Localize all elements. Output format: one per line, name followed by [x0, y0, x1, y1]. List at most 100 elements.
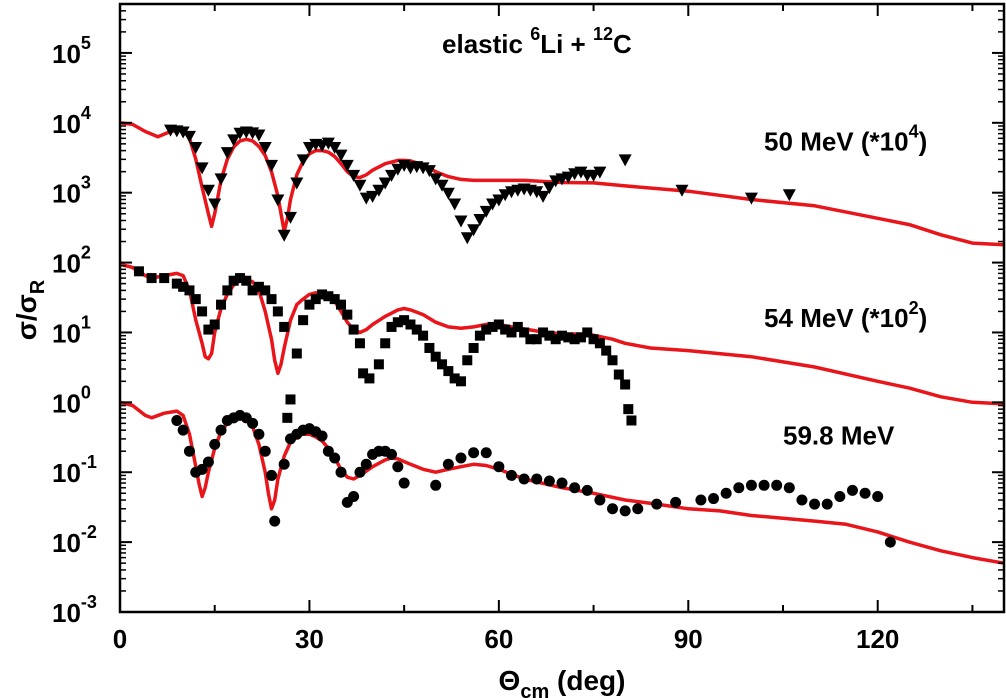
- data-point: [253, 428, 265, 440]
- data-point: [468, 447, 480, 459]
- data-point: [418, 330, 429, 341]
- data-point: [373, 359, 384, 370]
- data-point: [399, 315, 410, 326]
- data-point: [607, 503, 619, 515]
- y-tick-label: 10-2: [52, 522, 97, 558]
- data-point: [220, 147, 234, 160]
- data-point: [215, 424, 227, 436]
- data-point: [468, 342, 479, 353]
- data-point: [581, 484, 593, 496]
- data-point: [632, 503, 644, 515]
- data-point: [745, 479, 757, 491]
- data-point: [859, 487, 871, 499]
- data-point: [538, 327, 549, 338]
- data-point: [360, 458, 372, 470]
- data-point: [809, 498, 821, 510]
- y-axis-title: σ/σR: [11, 279, 49, 340]
- data-point: [480, 447, 492, 459]
- data-point: [178, 281, 189, 292]
- data-point: [493, 461, 505, 473]
- data-point: [430, 479, 442, 491]
- data-point: [543, 475, 555, 487]
- data-point: [358, 368, 369, 379]
- series-59-8-mev: [171, 409, 896, 548]
- data-point: [202, 456, 214, 468]
- data-point: [234, 273, 245, 284]
- x-axis-title: Θcm (deg): [499, 665, 626, 698]
- data-point: [348, 324, 359, 335]
- data-point: [448, 198, 462, 211]
- data-point: [386, 448, 398, 460]
- data-point: [372, 184, 386, 197]
- data-point: [460, 232, 474, 245]
- data-point: [481, 324, 492, 335]
- data-point: [184, 285, 195, 296]
- data-point: [437, 359, 448, 370]
- data-point: [542, 182, 556, 195]
- series-50-mev-10-4: [164, 124, 796, 245]
- data-point: [455, 376, 466, 387]
- data-point: [190, 294, 201, 305]
- annotation-label-59: 59.8 MeV: [783, 420, 895, 450]
- data-point: [651, 498, 663, 510]
- data-point: [733, 482, 745, 494]
- data-point: [266, 469, 278, 481]
- data-point: [487, 321, 498, 332]
- data-point: [392, 317, 403, 328]
- data-point: [454, 215, 468, 228]
- data-point: [296, 154, 310, 167]
- x-tick-label: 120: [856, 624, 899, 654]
- data-point: [197, 306, 208, 317]
- data-point: [411, 324, 422, 335]
- data-point: [821, 498, 833, 510]
- data-point: [203, 324, 214, 335]
- data-point: [321, 137, 335, 150]
- data-point: [492, 194, 506, 207]
- data-point: [208, 198, 222, 211]
- data-point: [429, 173, 443, 186]
- data-point: [872, 490, 884, 502]
- data-point: [176, 126, 190, 139]
- data-point: [283, 211, 297, 224]
- data-point: [329, 452, 341, 464]
- data-point: [435, 179, 449, 192]
- data-point: [442, 458, 454, 470]
- data-point: [569, 482, 581, 494]
- data-point: [392, 461, 404, 473]
- data-point: [782, 189, 796, 202]
- y-tick-label: 102: [52, 243, 91, 279]
- data-point: [613, 369, 624, 380]
- data-point: [512, 321, 523, 332]
- data-point: [291, 348, 302, 359]
- data-point: [462, 355, 473, 366]
- data-point: [708, 493, 720, 505]
- data-point: [505, 469, 517, 481]
- data-point: [430, 351, 441, 362]
- data-point: [278, 458, 290, 470]
- data-point: [675, 184, 689, 197]
- data-point: [834, 490, 846, 502]
- data-point: [619, 505, 631, 517]
- data-point: [398, 477, 410, 489]
- data-point: [626, 415, 637, 426]
- axis-ticks: [119, 3, 1004, 613]
- annotations: elastic 6Li + 12C 50 MeV (*104) 54 MeV (*1…: [442, 24, 927, 451]
- data-point: [336, 299, 346, 310]
- data-point: [771, 479, 783, 491]
- y-tick-label: 10-1: [52, 452, 97, 488]
- data-point: [884, 536, 896, 548]
- data-point: [265, 159, 279, 172]
- data-point: [424, 342, 435, 353]
- data-point: [563, 332, 574, 343]
- data-point: [386, 321, 397, 332]
- data-point: [282, 412, 293, 423]
- data-point: [228, 275, 239, 286]
- data-point: [518, 473, 530, 485]
- data-point: [544, 330, 555, 341]
- data-point: [241, 275, 252, 286]
- calculation-curves: [119, 121, 1005, 565]
- data-point: [479, 205, 493, 218]
- data-point: [247, 285, 258, 296]
- annotation-reaction: elastic 6Li + 12C: [442, 24, 632, 59]
- y-tick-label: 100: [52, 382, 91, 418]
